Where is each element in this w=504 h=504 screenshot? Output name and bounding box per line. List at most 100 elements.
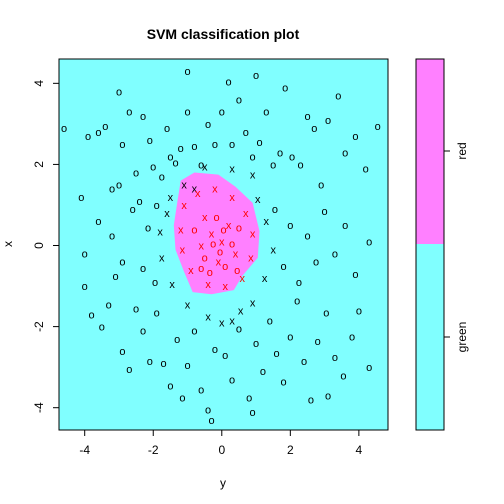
point-green-circle-14: o xyxy=(154,200,160,212)
point-green-circle-111: o xyxy=(325,391,331,403)
point-green-circle-109: o xyxy=(250,407,256,419)
point-red-cross-13: x xyxy=(202,212,208,224)
point-green-circle-95: o xyxy=(280,261,286,273)
point-green-circle-108: o xyxy=(208,415,214,427)
point-green-circle-49: o xyxy=(106,299,112,311)
point-green-circle-82: o xyxy=(340,370,346,382)
point-green-circle-8: o xyxy=(126,107,132,119)
point-green-cross-1: x xyxy=(181,180,187,192)
point-red-cross-6: x xyxy=(248,253,254,265)
point-green-circle-77: o xyxy=(301,356,307,368)
chart-title: SVM classification plot xyxy=(147,26,300,42)
point-green-circle-9: o xyxy=(133,168,139,180)
point-green-circle-17: o xyxy=(167,151,173,163)
point-green-circle-31: o xyxy=(263,107,269,119)
point-green-cross-15: x xyxy=(164,208,170,220)
point-red-cross-10: x xyxy=(188,265,194,277)
point-green-circle-96: o xyxy=(287,220,293,232)
point-green-circle-90: o xyxy=(130,204,136,216)
point-green-cross-3: x xyxy=(229,164,235,176)
point-green-circle-35: o xyxy=(289,151,295,163)
point-green-circle-94: o xyxy=(272,204,278,216)
point-green-circle-0: o xyxy=(61,123,67,135)
point-green-circle-6: o xyxy=(116,180,122,192)
y-axis-label: x xyxy=(1,241,15,247)
point-green-circle-11: o xyxy=(140,111,146,123)
point-green-circle-98: o xyxy=(304,230,310,242)
point-green-cross-16: x xyxy=(219,318,225,330)
point-green-circle-88: o xyxy=(109,230,115,242)
point-green-circle-93: o xyxy=(152,277,158,289)
point-red-cross-15: x xyxy=(233,249,239,261)
point-green-circle-12: o xyxy=(147,135,153,147)
color-legend: red green xyxy=(415,58,469,431)
y-tick-label-2: 0 xyxy=(32,242,46,249)
point-green-circle-71: o xyxy=(260,366,266,378)
point-green-circle-33: o xyxy=(277,147,283,159)
y-tick-label-1: -2 xyxy=(32,321,46,332)
point-green-circle-45: o xyxy=(375,121,381,133)
point-green-circle-13: o xyxy=(150,161,156,173)
point-green-circle-81: o xyxy=(332,352,338,364)
point-green-circle-34: o xyxy=(282,82,288,94)
point-green-circle-78: o xyxy=(308,395,314,407)
point-green-circle-110: o xyxy=(116,86,122,98)
point-green-circle-30: o xyxy=(256,137,262,149)
point-red-cross-11: x xyxy=(180,245,186,257)
point-green-circle-75: o xyxy=(287,332,293,344)
point-green-circle-85: o xyxy=(366,362,372,374)
legend-red-swatch xyxy=(416,59,444,244)
point-green-circle-23: o xyxy=(205,119,211,131)
point-red-circle-6: o xyxy=(214,212,220,224)
point-green-circle-87: o xyxy=(95,216,101,228)
point-green-circle-97: o xyxy=(296,277,302,289)
point-green-circle-36: o xyxy=(298,159,304,171)
red-region xyxy=(173,172,260,295)
data-points: ooo ooo oooooooooooooooooooooooooooooooooo… xyxy=(61,66,381,427)
point-green-circle-27: o xyxy=(236,95,242,107)
point-green-circle-10: o xyxy=(136,196,142,208)
point-red-circle-8: o xyxy=(198,263,204,275)
y-axis: -4 -2 0 2 4 xyxy=(32,80,59,413)
point-green-circle-59: o xyxy=(174,334,180,346)
point-green-circle-66: o xyxy=(222,350,228,362)
point-green-circle-105: o xyxy=(184,66,190,78)
point-red-cross-8: x xyxy=(222,281,228,293)
plot-frame xyxy=(58,58,389,431)
point-green-circle-32: o xyxy=(270,159,276,171)
point-red-circle-7: o xyxy=(236,222,242,234)
point-red-circle-0: o xyxy=(191,224,197,236)
point-green-circle-53: o xyxy=(133,303,139,315)
point-red-cross-18: x xyxy=(219,237,225,249)
point-red-cross-9: x xyxy=(205,279,211,291)
point-red-circle-9: o xyxy=(234,265,240,277)
point-red-cross-0: x xyxy=(181,200,187,212)
point-green-circle-106: o xyxy=(226,76,232,88)
point-red-circle-5: o xyxy=(222,261,228,273)
point-green-circle-1: o xyxy=(78,192,84,204)
point-green-cross-0: x xyxy=(168,192,174,204)
point-green-circle-46: o xyxy=(82,281,88,293)
point-red-cross-14: x xyxy=(226,220,232,232)
point-green-cross-8: x xyxy=(250,297,256,309)
point-green-circle-69: o xyxy=(246,393,252,405)
point-green-circle-83: o xyxy=(349,332,355,344)
point-green-circle-64: o xyxy=(205,405,211,417)
point-green-cross-7: x xyxy=(262,273,268,285)
point-green-circle-52: o xyxy=(126,364,132,376)
point-green-circle-89: o xyxy=(119,257,125,269)
point-green-cross-12: x xyxy=(169,279,175,291)
point-red-circle-4: o xyxy=(229,239,235,251)
point-red-circle-2: o xyxy=(210,239,216,251)
point-green-circle-86: o xyxy=(82,249,88,261)
point-green-circle-103: o xyxy=(352,269,358,281)
point-green-circle-80: o xyxy=(323,307,329,319)
point-green-circle-20: o xyxy=(184,107,190,119)
point-green-cross-19: x xyxy=(255,194,261,206)
point-green-circle-107: o xyxy=(253,70,259,82)
point-green-circle-72: o xyxy=(267,316,273,328)
point-green-cross-14: x xyxy=(157,226,163,238)
point-green-circle-91: o xyxy=(140,263,146,275)
point-green-cross-17: x xyxy=(238,305,244,317)
point-green-circle-25: o xyxy=(219,107,225,119)
